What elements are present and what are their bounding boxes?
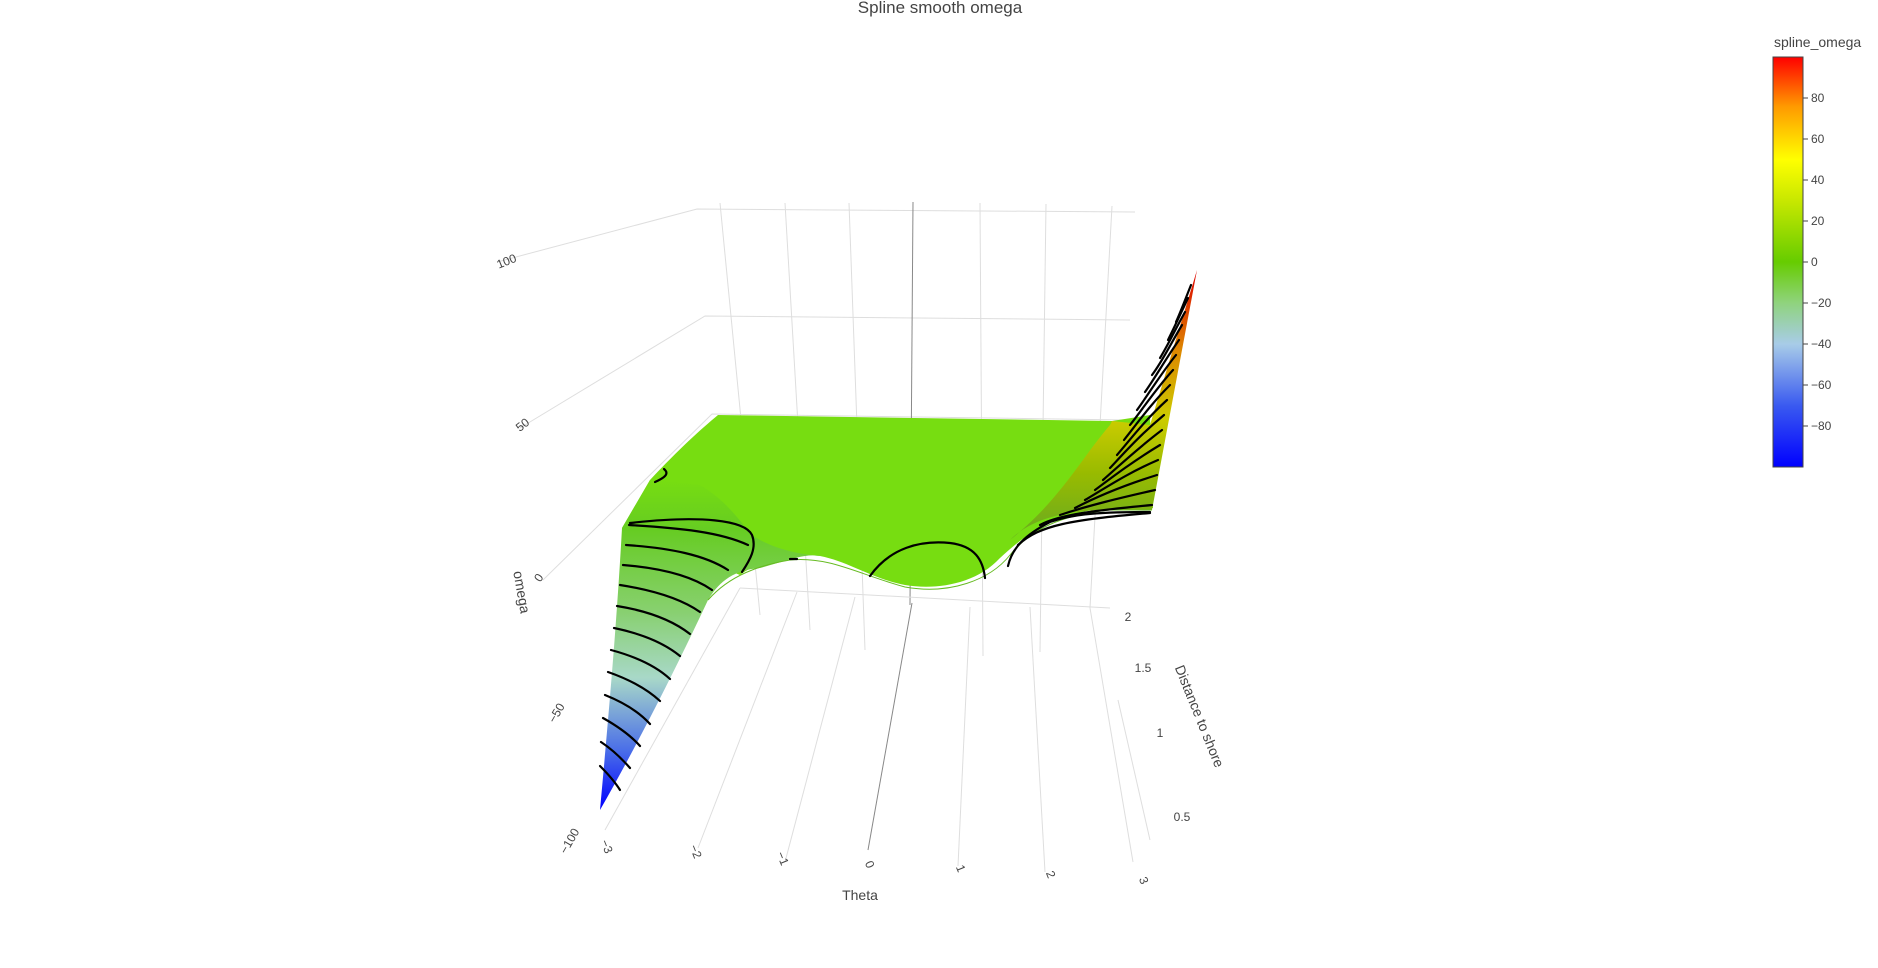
y-tick-label: 0.5 [1174, 810, 1191, 824]
x-tick-label: 3 [1136, 875, 1152, 887]
z-tick-label: 0 [531, 571, 546, 585]
colorbar-tick-label: 0 [1811, 255, 1818, 269]
colorbar-title: spline_omega [1774, 34, 1861, 50]
colorbar-tick-label: 60 [1811, 132, 1825, 146]
colorbar-tick-label: −60 [1811, 378, 1832, 392]
y-tick-label: 2 [1125, 610, 1132, 624]
colorbar-tick-label: −80 [1811, 419, 1832, 433]
y-tick-label: 1.5 [1135, 661, 1152, 675]
z-tick-label: 100 [495, 251, 519, 272]
x-tick-label: 1 [953, 863, 969, 875]
colorbar-tick-label: 80 [1811, 91, 1825, 105]
x-tick-label: 2 [1043, 869, 1059, 881]
colorbar[interactable]: spline_omega 80 60 40 20 0 −20 −40 −60 −80 [1772, 34, 1861, 468]
z-tick-label: −100 [557, 826, 583, 857]
x-tick-label: 0 [862, 859, 878, 871]
x-tick-label: −2 [687, 843, 705, 861]
z-axis-title: omega [510, 570, 533, 615]
y-tick-label: 1 [1157, 726, 1164, 740]
x-tick-label: −1 [774, 850, 792, 868]
y-axis-title: Distance to shore [1172, 663, 1228, 770]
colorbar-swatch [1772, 56, 1804, 468]
contour-lines [598, 283, 1193, 792]
colorbar-tick-label: −20 [1811, 296, 1832, 310]
x-axis: −3 −2 −1 0 1 2 3 Theta [598, 838, 1152, 903]
colorbar-tick-label: 20 [1811, 214, 1825, 228]
z-tick-label: −50 [545, 700, 567, 725]
omega-surface [600, 270, 1197, 810]
colorbar-tick-label: 40 [1811, 173, 1825, 187]
x-axis-title: Theta [842, 887, 878, 903]
x-tick-label: −3 [598, 838, 616, 856]
colorbar-ticks: 80 60 40 20 0 −20 −40 −60 −80 [1803, 91, 1832, 433]
z-tick-label: 50 [513, 415, 532, 434]
y-axis: 0.5 1 1.5 2 Distance to shore [1125, 610, 1228, 824]
colorbar-tick-label: −40 [1811, 337, 1832, 351]
chart-title: Spline smooth omega [858, 0, 1023, 17]
